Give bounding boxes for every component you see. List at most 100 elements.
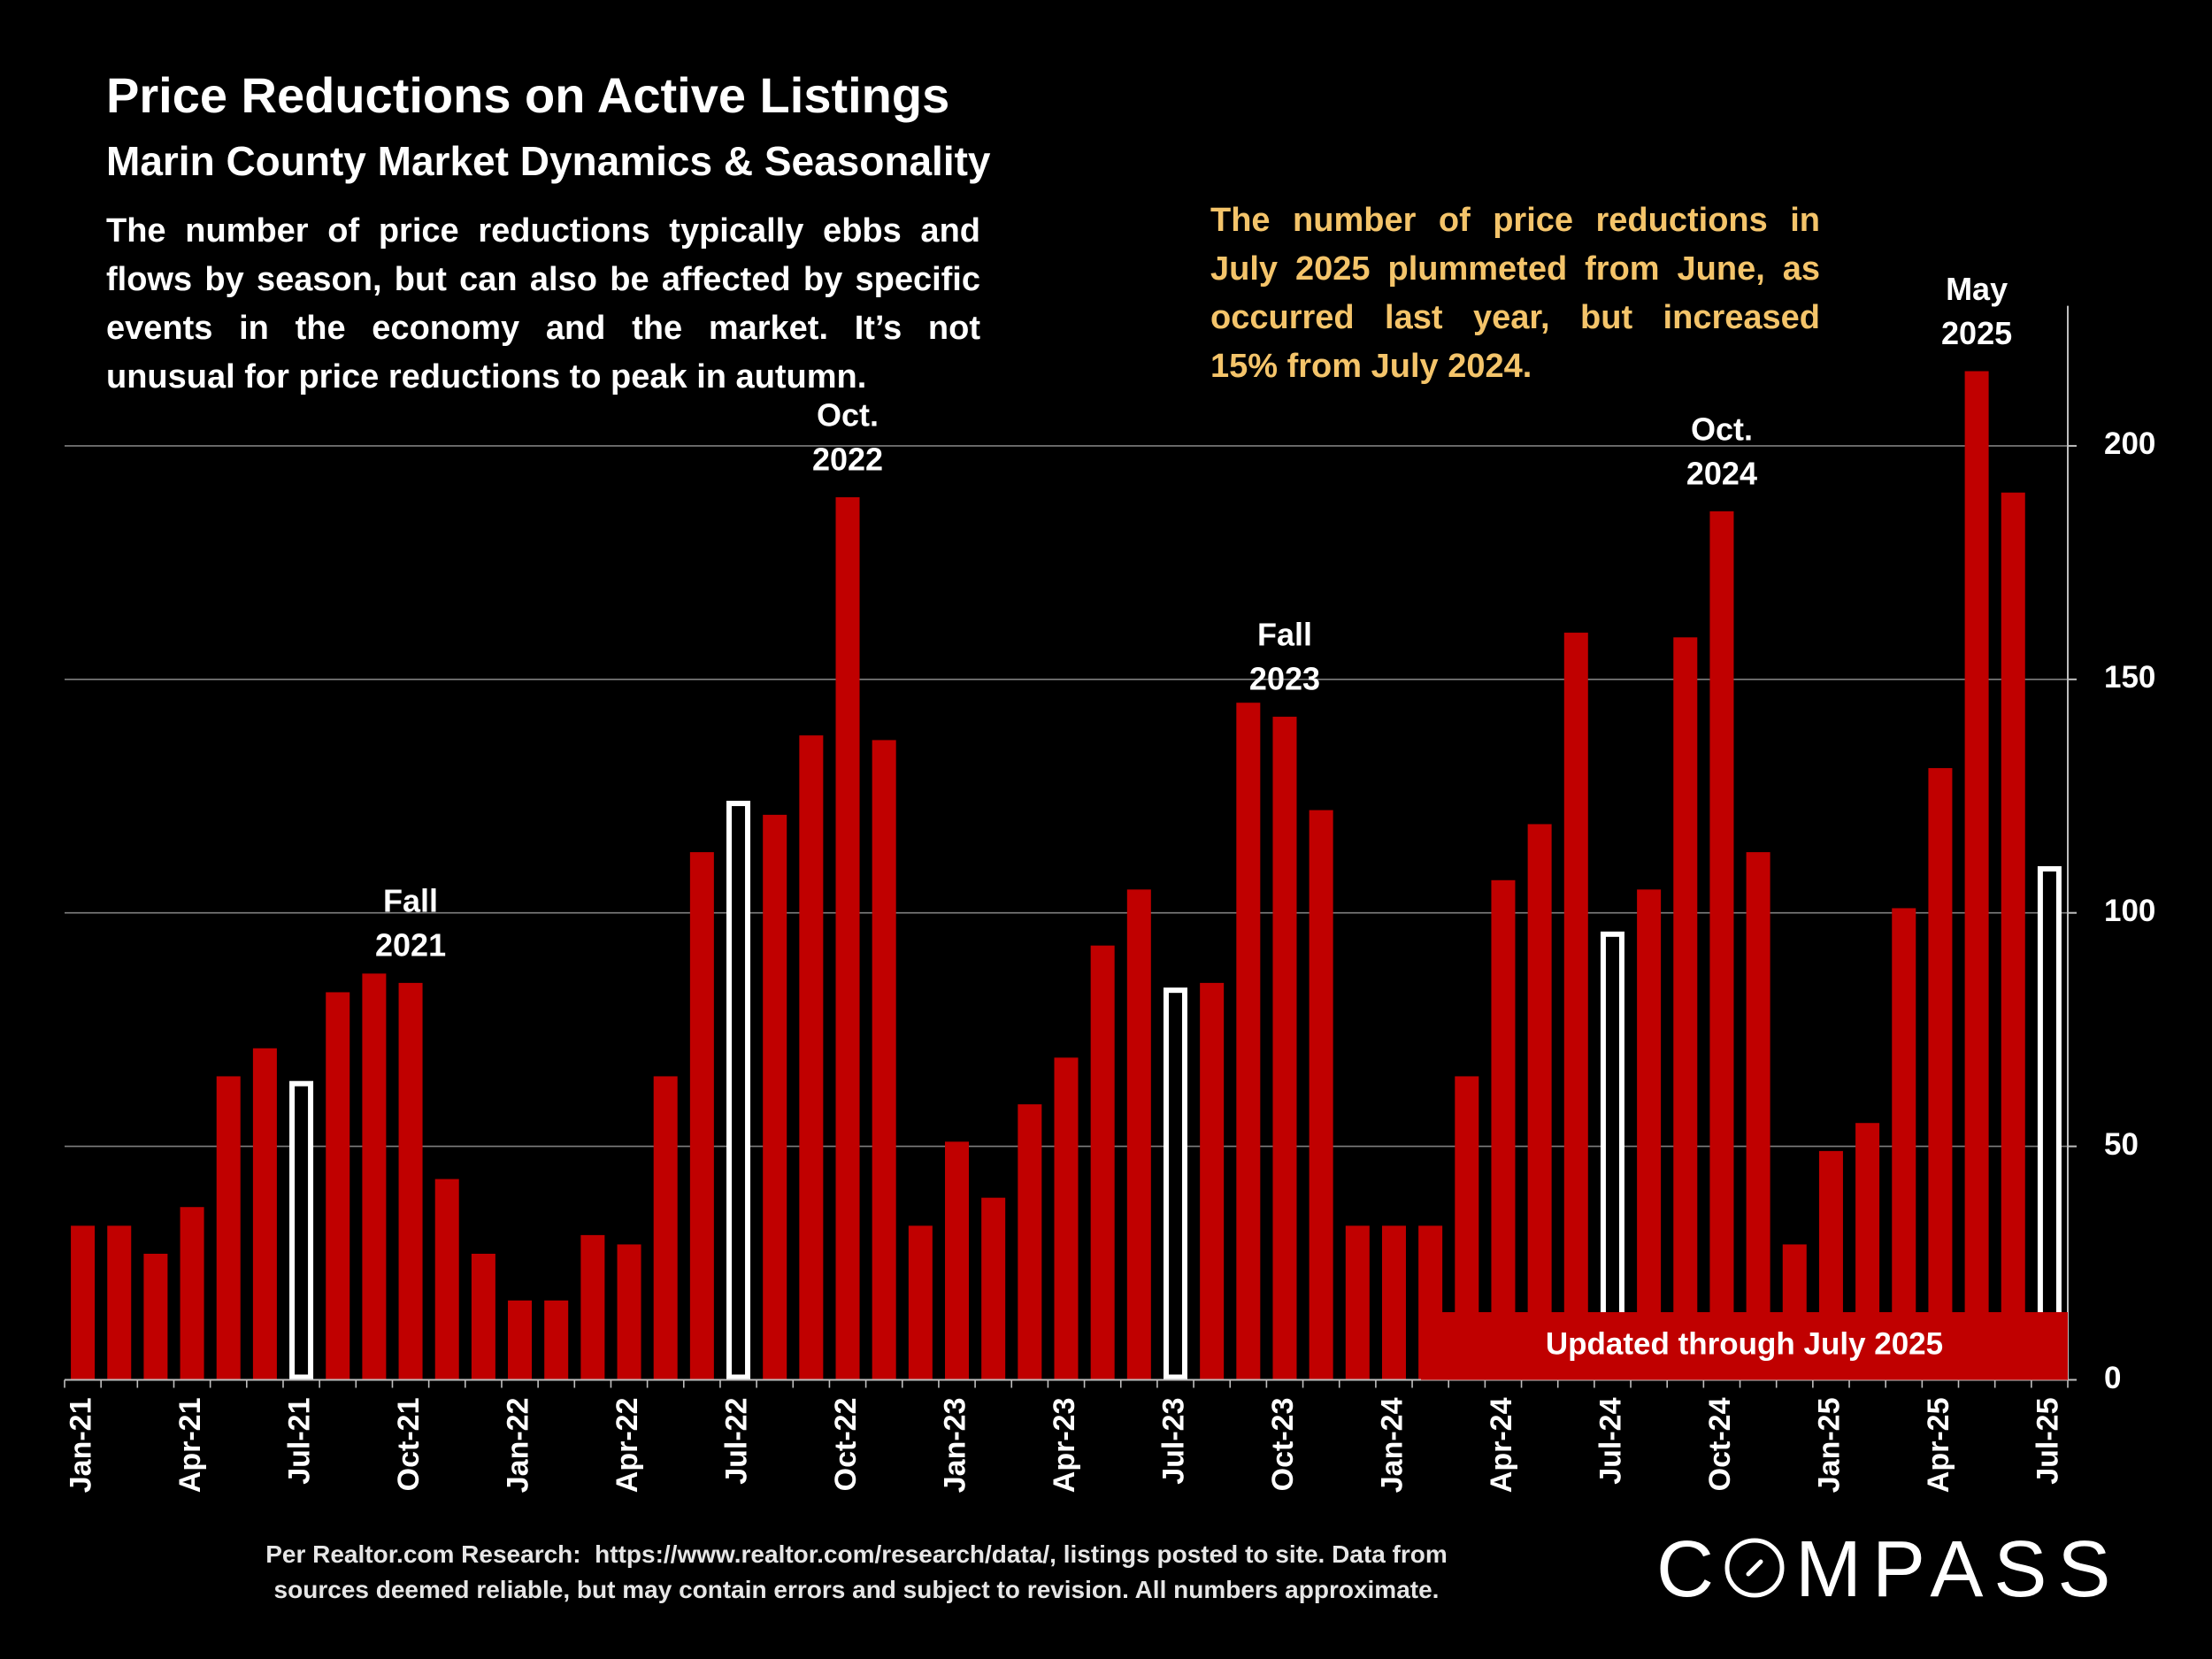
- x-tick-label: Jul-24: [1594, 1397, 1627, 1484]
- annotation-label: Fall: [383, 882, 438, 918]
- bar-5: [252, 1048, 277, 1380]
- bar-13: [544, 1300, 569, 1380]
- intro-paragraph: The number of price reductions typically…: [106, 207, 980, 402]
- x-tick-label: Apr-24: [1485, 1397, 1518, 1493]
- bar-39: [1491, 879, 1516, 1380]
- bar-44: [1673, 637, 1698, 1380]
- bar-11: [471, 1253, 495, 1380]
- bar-highlight-42: [1600, 931, 1624, 1380]
- bar-14: [580, 1234, 605, 1380]
- callout-line: The number of price reductions in: [1210, 202, 1820, 239]
- x-tick-label: Apr-23: [1048, 1398, 1081, 1494]
- bar-19: [763, 814, 787, 1380]
- x-tick-label: Jan-24: [1375, 1397, 1409, 1493]
- x-tick-label: Oct-24: [1703, 1397, 1737, 1491]
- callout-paragraph: The number of price reductions in July 2…: [1210, 196, 1820, 391]
- x-tick-label: Apr-21: [173, 1398, 207, 1494]
- chart-subtitle: Marin County Market Dynamics & Seasonali…: [106, 138, 991, 184]
- x-tick-label: Apr-25: [1922, 1398, 1955, 1494]
- intro-line: flows by season, but can also be affecte…: [106, 261, 980, 298]
- axes: 0 50 100 150 200 Jan-21 Apr-21 Jul-21 Oct-21 Jan-…: [64, 305, 2155, 1494]
- logo-letters-mpass: MPASS: [1795, 1534, 2121, 1601]
- annotation-label: May: [1946, 271, 2008, 307]
- bar-24: [945, 1141, 970, 1380]
- callout-line: occurred last year, but increased: [1210, 299, 1820, 336]
- logo-letter-c: C: [1656, 1534, 1714, 1601]
- bar-34: [1309, 810, 1333, 1380]
- bar-3: [180, 1207, 204, 1380]
- bar-26: [1018, 1104, 1042, 1380]
- bar-40: [1527, 824, 1552, 1380]
- x-tick-label: Jan-25: [1812, 1398, 1846, 1494]
- annotation-label: Oct.: [817, 397, 879, 434]
- bar-1: [107, 1225, 132, 1380]
- bar-22: [872, 740, 896, 1380]
- updated-banner-box: [1421, 1312, 2068, 1380]
- bar-46: [1746, 852, 1770, 1380]
- bar-25: [981, 1197, 1006, 1380]
- bar-highlight-18: [726, 801, 751, 1380]
- bar-8: [362, 973, 387, 1380]
- bar-33: [1272, 717, 1297, 1380]
- bar-2: [143, 1253, 168, 1380]
- bar-51: [1928, 768, 1953, 1380]
- bar-17: [689, 852, 714, 1380]
- bar-50: [1892, 908, 1916, 1380]
- annotation-label: Oct.: [1691, 411, 1753, 447]
- x-tick-label: Oct-23: [1266, 1398, 1300, 1492]
- annotation-label: Fall: [1257, 617, 1312, 653]
- bar-4: [216, 1076, 241, 1380]
- bar-32: [1236, 703, 1261, 1380]
- x-tick-label: Jul-21: [283, 1398, 317, 1485]
- bar-highlight-30: [1163, 987, 1187, 1380]
- bar-15: [617, 1244, 641, 1380]
- bar-41: [1563, 633, 1588, 1380]
- bar-20: [799, 735, 824, 1380]
- y-tick-label: 0: [2104, 1361, 2121, 1395]
- y-tick-label: 50: [2104, 1127, 2139, 1162]
- compass-logo: C MPASS: [1656, 1534, 2121, 1601]
- x-tick-label: Jul-25: [2031, 1398, 2064, 1485]
- annotations: Fall 2021 Oct. 2022 Fall 2023 Oct. 2024 May 2025: [375, 271, 2012, 963]
- source-footnote: Per Realtor.com Research: https://www.re…: [0, 1537, 1713, 1608]
- updated-banner: Updated through July 2025: [1421, 1312, 2068, 1380]
- x-tick-label: Jul-22: [720, 1398, 754, 1485]
- callout-line: July 2025 plummeted from June, as: [1210, 250, 1820, 288]
- x-tick-label: Jan-21: [65, 1398, 98, 1494]
- chart-title: Price Reductions on Active Listings: [106, 67, 950, 123]
- bar-16: [653, 1076, 678, 1380]
- bar-31: [1200, 982, 1225, 1380]
- bar-7: [326, 992, 350, 1380]
- bars: [71, 371, 2062, 1380]
- bar-0: [71, 1225, 96, 1380]
- bar-highlight-6: [289, 1080, 314, 1380]
- x-tick-label: Jan-22: [502, 1398, 535, 1494]
- bar-10: [434, 1179, 459, 1380]
- intro-line: The number of price reductions typically…: [106, 212, 980, 250]
- annotation-label: 2023: [1249, 661, 1320, 697]
- logo-compass-o-icon: [1724, 1538, 1785, 1598]
- x-tick-label: Oct-21: [392, 1398, 426, 1492]
- bar-9: [398, 982, 423, 1380]
- footnote-line: Per Realtor.com Research: https://www.re…: [265, 1540, 1448, 1568]
- annotation-label: 2021: [375, 926, 446, 963]
- updated-banner-text: Updated through July 2025: [1546, 1326, 1943, 1361]
- bar-52: [1964, 371, 1989, 1380]
- bar-23: [908, 1225, 933, 1380]
- bar-36: [1381, 1225, 1406, 1380]
- intro-line: events in the economy and the market. It…: [106, 310, 980, 347]
- bar-highlight-54: [2037, 865, 2062, 1380]
- annotation-label: 2022: [812, 442, 883, 478]
- bar-12: [508, 1300, 533, 1380]
- intro-line: unusual for price reductions to peak in …: [106, 358, 867, 396]
- bar-45: [1709, 511, 1734, 1380]
- y-tick-label: 100: [2104, 894, 2155, 928]
- bar-43: [1637, 889, 1662, 1380]
- bar-27: [1054, 1057, 1079, 1380]
- footnote-line: sources deemed reliable, but may contain…: [273, 1576, 1440, 1603]
- bar-35: [1345, 1225, 1370, 1380]
- y-tick-label: 200: [2104, 426, 2155, 461]
- annotation-label: 2025: [1941, 315, 2012, 351]
- bar-53: [2001, 492, 2025, 1380]
